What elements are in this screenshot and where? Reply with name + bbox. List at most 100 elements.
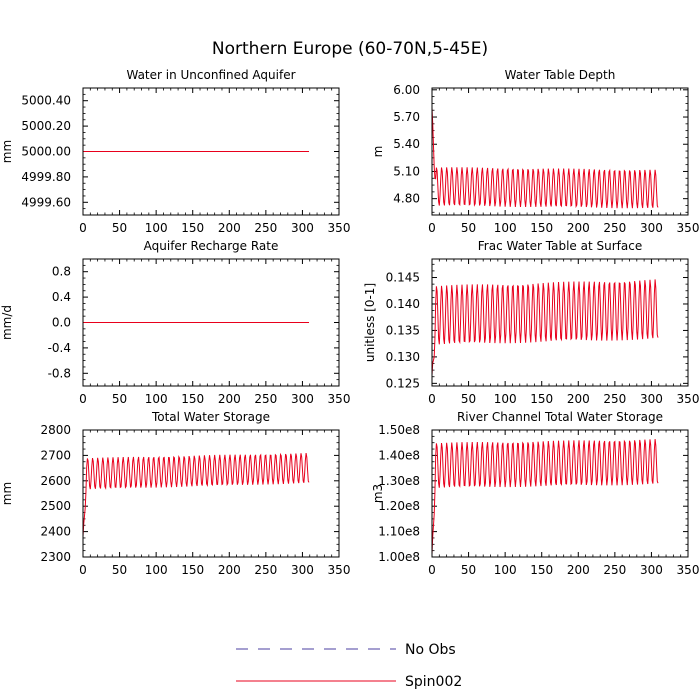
x-tick-label: 350 [328, 392, 351, 406]
plot-frame [82, 429, 340, 558]
x-tick-label: 50 [112, 392, 127, 406]
x-tick-label: 100 [494, 563, 517, 577]
y-tick-label: 4999.80 [21, 170, 71, 184]
x-tick-label: 150 [181, 392, 204, 406]
y-axis-label: mm [0, 482, 14, 505]
x-tick-label: 250 [254, 392, 277, 406]
x-tick-label: 300 [640, 563, 663, 577]
y-tick-label: 1.30e8 [378, 474, 420, 488]
x-tick-label: 200 [567, 563, 590, 577]
x-tick-label: 200 [218, 392, 241, 406]
y-tick-label: 0.135 [386, 323, 420, 337]
y-tick-label: 1.00e8 [378, 550, 420, 564]
y-tick-label: 4.80 [393, 192, 420, 206]
x-tick-label: 0 [79, 392, 87, 406]
y-tick-label: -0.8 [48, 366, 71, 380]
y-tick-label: 0.145 [386, 271, 420, 285]
y-tick-label: 5000.40 [21, 94, 71, 108]
x-tick-label: 150 [530, 392, 553, 406]
plot-frame [431, 429, 689, 558]
panel-title: Total Water Storage [151, 410, 270, 424]
x-tick-label: 250 [254, 563, 277, 577]
y-tick-label: 0.4 [52, 290, 71, 304]
y-axis-label: unitless [0-1] [363, 283, 377, 362]
x-tick-label: 350 [328, 563, 351, 577]
series-line-spin002 [431, 279, 659, 376]
y-tick-label: 5000.20 [21, 119, 71, 133]
x-tick-label: 250 [603, 563, 626, 577]
x-tick-label: 150 [181, 563, 204, 577]
figure-title: Northern Europe (60-70N,5-45E) [212, 39, 488, 59]
y-tick-label: 2400 [40, 525, 71, 539]
x-tick-label: 150 [181, 221, 204, 235]
x-tick-label: 250 [603, 392, 626, 406]
y-tick-label: 0.8 [52, 265, 71, 279]
y-tick-label: 0.140 [386, 297, 420, 311]
x-tick-label: 300 [640, 392, 663, 406]
x-tick-label: 50 [461, 392, 476, 406]
y-tick-label: 1.40e8 [378, 448, 420, 462]
x-tick-label: 0 [428, 563, 436, 577]
x-tick-label: 0 [428, 392, 436, 406]
y-tick-label: 0.130 [386, 350, 420, 364]
legend-label-spin002: Spin002 [405, 674, 462, 690]
x-tick-label: 50 [112, 221, 127, 235]
chart-panel-5: Total Water Storage mm 0 50 100 150 200 250 300 3… [0, 410, 350, 577]
x-tick-label: 200 [567, 392, 590, 406]
y-tick-label: 2800 [40, 423, 71, 437]
series-line-spin002 [82, 452, 310, 537]
x-tick-label: 350 [677, 392, 700, 406]
panel-title: Water Table Depth [505, 68, 616, 82]
y-axis-label: mm [0, 140, 14, 163]
panels: Water in Unconfined Aquifer mm 0 50 100 150 20… [0, 68, 699, 577]
plot-frame [431, 258, 689, 387]
series-line-spin002 [431, 107, 659, 209]
x-tick-label: 250 [603, 221, 626, 235]
x-tick-label: 50 [461, 563, 476, 577]
y-tick-label: 0.125 [386, 376, 420, 390]
y-tick-label: 5.70 [393, 110, 420, 124]
x-tick-label: 300 [291, 221, 314, 235]
x-tick-label: 250 [254, 221, 277, 235]
x-tick-label: 200 [218, 563, 241, 577]
y-tick-label: 1.50e8 [378, 423, 420, 437]
x-tick-label: 150 [530, 563, 553, 577]
x-tick-label: 300 [291, 392, 314, 406]
y-tick-label: 1.10e8 [378, 525, 420, 539]
x-tick-label: 100 [494, 392, 517, 406]
x-tick-label: 150 [530, 221, 553, 235]
x-tick-label: 200 [218, 221, 241, 235]
chart-panel-6: River Channel Total Water Storage m3 0 50 10… [371, 410, 699, 577]
x-tick-label: 0 [428, 221, 436, 235]
y-tick-label: 5.40 [393, 137, 420, 151]
x-tick-label: 0 [79, 563, 87, 577]
x-tick-label: 0 [79, 221, 87, 235]
y-tick-label: 5000.00 [21, 145, 71, 159]
y-tick-label: 4999.60 [21, 195, 71, 209]
x-tick-label: 200 [567, 221, 590, 235]
y-tick-label: 6.00 [393, 83, 420, 97]
panel-title: Frac Water Table at Surface [478, 239, 642, 253]
y-tick-label: 1.20e8 [378, 499, 420, 513]
x-tick-label: 100 [494, 221, 517, 235]
x-tick-label: 300 [640, 221, 663, 235]
y-tick-label: 2600 [40, 474, 71, 488]
plot-frame [431, 87, 689, 216]
plot-frame [82, 87, 340, 216]
chart-panel-3: Aquifer Recharge Rate mm/d 0 50 100 150 200 250… [0, 239, 350, 406]
legend-label-no-obs: No Obs [405, 642, 456, 658]
chart-panel-2: Water Table Depth m 0 50 100 150 200 250 300 350 4… [371, 68, 699, 235]
x-tick-label: 100 [145, 563, 168, 577]
y-tick-label: 2500 [40, 499, 71, 513]
x-tick-label: 300 [291, 563, 314, 577]
chart-panel-1: Water in Unconfined Aquifer mm 0 50 100 150 20… [0, 68, 350, 235]
x-tick-label: 100 [145, 221, 168, 235]
plot-frame [82, 258, 340, 387]
x-tick-label: 50 [112, 563, 127, 577]
y-tick-label: -0.4 [48, 341, 71, 355]
x-tick-label: 50 [461, 221, 476, 235]
y-tick-label: 5.10 [393, 164, 420, 178]
legend: No Obs Spin002 [236, 642, 462, 690]
y-tick-label: 2700 [40, 448, 71, 462]
panel-title: Aquifer Recharge Rate [144, 239, 279, 253]
